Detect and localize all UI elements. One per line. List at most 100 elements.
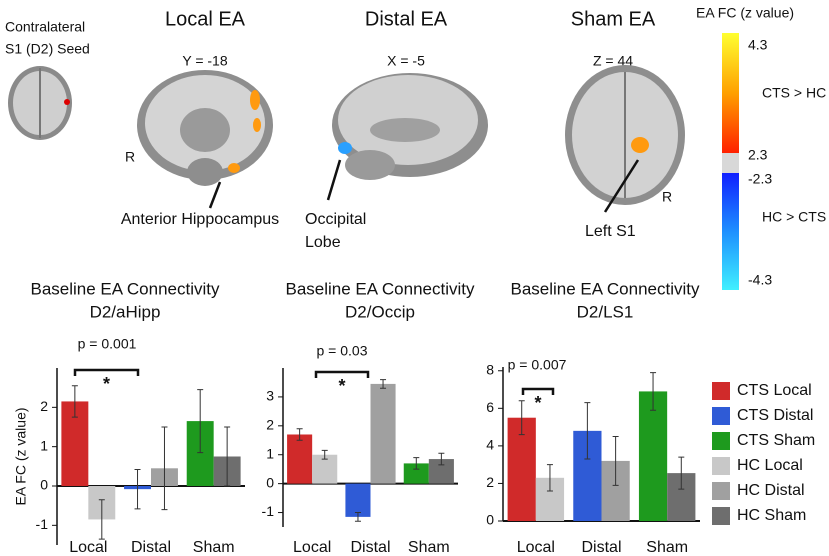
region-label: Lobe bbox=[305, 234, 341, 251]
colorbar-tick: 4.3 bbox=[748, 37, 768, 53]
x-tick-label: Distal bbox=[131, 539, 171, 556]
colorbar-cold bbox=[722, 173, 739, 290]
error-bar bbox=[678, 456, 685, 490]
panel-title: Sham EA bbox=[571, 8, 656, 30]
legend-label: HC Distal bbox=[737, 482, 805, 499]
error-bar bbox=[413, 457, 420, 470]
p-value: p = 0.007 bbox=[508, 357, 567, 373]
coronal-brain bbox=[137, 70, 273, 186]
legend-swatch bbox=[712, 482, 730, 500]
error-bar bbox=[197, 389, 204, 454]
y-tick-label: -1 bbox=[262, 503, 275, 519]
bar bbox=[287, 434, 313, 484]
region-label: Occipital bbox=[305, 211, 366, 228]
y-tick-label: 0 bbox=[266, 474, 274, 490]
colorbar-gap bbox=[722, 153, 739, 173]
x-tick-label: Distal bbox=[350, 539, 390, 556]
legend-swatch bbox=[712, 382, 730, 400]
arrow bbox=[326, 159, 342, 201]
side-label: R bbox=[662, 189, 672, 205]
slice-coord: Z = 44 bbox=[593, 53, 633, 69]
y-tick-label: 1 bbox=[266, 445, 274, 461]
colorbar-tick: 2.3 bbox=[748, 147, 768, 163]
legend-label: CTS Sham bbox=[737, 432, 815, 449]
y-tick-label: 0 bbox=[486, 512, 494, 528]
y-tick-label: 2 bbox=[486, 474, 494, 490]
error-bar bbox=[584, 402, 591, 460]
significance-bracket bbox=[521, 387, 555, 395]
error-bar bbox=[134, 468, 141, 510]
slice-coord: X = -5 bbox=[387, 53, 425, 69]
axial-brain bbox=[565, 65, 685, 205]
arrow bbox=[208, 181, 222, 209]
chart-subtitle: D2/aHipp bbox=[90, 302, 161, 321]
x-tick-label: Local bbox=[293, 539, 331, 556]
y-tick-label: 2 bbox=[266, 417, 274, 433]
chart-title: Baseline EA Connectivity bbox=[511, 279, 700, 298]
sagittal-brain bbox=[332, 73, 488, 180]
legend-swatch bbox=[712, 432, 730, 450]
p-value: p = 0.001 bbox=[78, 336, 137, 352]
bar bbox=[403, 463, 429, 484]
y-tick-label: 0 bbox=[40, 477, 48, 493]
chart-subtitle: D2/LS1 bbox=[577, 302, 634, 321]
x-tick-label: Local bbox=[517, 539, 555, 556]
legend-label: HC Local bbox=[737, 457, 803, 474]
seed-brain bbox=[8, 66, 72, 140]
legend-label: CTS Local bbox=[737, 382, 812, 399]
panel-title: Distal EA bbox=[365, 8, 448, 30]
y-tick-label: 1 bbox=[40, 437, 48, 453]
error-bar bbox=[354, 512, 361, 522]
arrow bbox=[603, 159, 640, 213]
p-value: p = 0.03 bbox=[317, 343, 368, 359]
error-bar bbox=[98, 499, 105, 540]
error-bar bbox=[650, 372, 657, 411]
error-bar bbox=[161, 426, 168, 511]
x-tick-label: Sham bbox=[193, 539, 235, 556]
x-tick-label: Sham bbox=[408, 539, 450, 556]
x-tick-label: Distal bbox=[581, 539, 621, 556]
y-tick-label: 8 bbox=[486, 361, 494, 377]
y-tick-label: -1 bbox=[36, 516, 49, 532]
x-tick-label: Local bbox=[69, 539, 107, 556]
y-tick-label: 3 bbox=[266, 388, 274, 404]
colorbar-label: HC > CTS bbox=[762, 209, 826, 225]
chart-title: Baseline EA Connectivity bbox=[31, 279, 220, 298]
error-bar bbox=[546, 464, 553, 492]
error-bar bbox=[380, 379, 387, 389]
region-label: Left S1 bbox=[585, 223, 636, 240]
bar bbox=[638, 391, 668, 521]
seed-label: S1 (D2) Seed bbox=[5, 41, 90, 57]
significance-star: * bbox=[338, 376, 345, 396]
slice-coord: Y = -18 bbox=[182, 53, 227, 69]
colorbar-title: EA FC (z value) bbox=[696, 5, 794, 21]
y-tick-label: 6 bbox=[486, 399, 494, 415]
significance-star: * bbox=[534, 393, 541, 413]
error-bar bbox=[71, 385, 78, 418]
error-bar bbox=[224, 426, 231, 487]
region-label: Anterior Hippocampus bbox=[121, 211, 279, 228]
error-bar bbox=[438, 452, 445, 466]
colorbar-label: CTS > HC bbox=[762, 85, 826, 101]
colorbar-tick: -4.3 bbox=[748, 272, 772, 288]
panel-title: Local EA bbox=[165, 8, 246, 30]
legend-label: HC Sham bbox=[737, 507, 806, 524]
y-tick-label: 2 bbox=[40, 398, 48, 414]
bar bbox=[345, 483, 371, 517]
error-bar bbox=[296, 428, 303, 441]
bar bbox=[370, 383, 396, 484]
y-tick-label: 4 bbox=[486, 437, 494, 453]
legend-swatch bbox=[712, 457, 730, 475]
legend-swatch bbox=[712, 407, 730, 425]
y-axis-label: EA FC (z value) bbox=[13, 407, 29, 505]
x-tick-label: Sham bbox=[646, 539, 688, 556]
error-bar bbox=[321, 449, 328, 460]
legend-swatch bbox=[712, 507, 730, 525]
legend-label: CTS Distal bbox=[737, 407, 813, 424]
significance-bracket bbox=[314, 370, 370, 378]
significance-star: * bbox=[103, 374, 110, 394]
error-bar bbox=[518, 400, 525, 436]
seed-label: Contralateral bbox=[5, 19, 85, 35]
colorbar-warm bbox=[722, 33, 739, 153]
